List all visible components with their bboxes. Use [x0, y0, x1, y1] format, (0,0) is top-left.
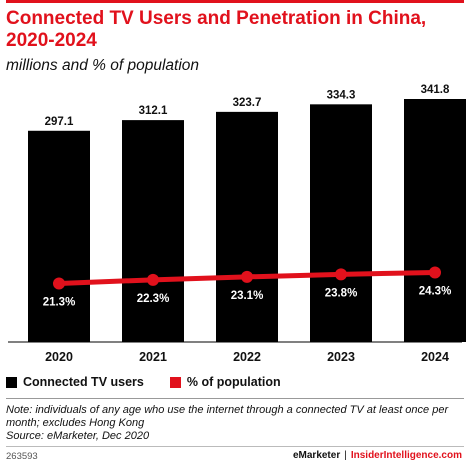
- line-point-2021: [147, 273, 159, 286]
- brand-separator: |: [344, 450, 347, 461]
- line-point-2020: [53, 277, 65, 290]
- top-rule: [6, 0, 464, 3]
- bottom-rule: [6, 446, 464, 447]
- x-tick-2023: 2023: [327, 350, 355, 364]
- legend-swatch-bars: [6, 376, 17, 388]
- bar-2024: [404, 99, 466, 342]
- pct-label-2022: 23.1%: [231, 290, 264, 302]
- line-point-2022: [241, 270, 253, 283]
- pct-label-2021: 22.3%: [137, 293, 170, 305]
- bar-value-label-2023: 334.3: [327, 89, 356, 101]
- bar-2022: [216, 111, 278, 343]
- bar-value-label-2021: 312.1: [139, 105, 168, 117]
- x-tick-2021: 2021: [139, 350, 167, 364]
- footer-brand: eMarketer | InsiderIntelligence.com: [293, 450, 462, 461]
- chart-title: Connected TV Users and Penetration in Ch…: [6, 8, 427, 51]
- x-tick-2022: 2022: [233, 350, 261, 364]
- source-text: Source: eMarketer, Dec 2020: [6, 430, 150, 442]
- legend-swatch-line: [169, 376, 181, 388]
- legend-item-line: % of population: [169, 375, 281, 389]
- bar-value-label-2024: 341.8: [421, 84, 450, 96]
- brand-emarketer[interactable]: eMarketer: [292, 450, 341, 461]
- bars-group: [28, 99, 466, 343]
- chart-id: 263593: [6, 451, 38, 462]
- bar-2023: [310, 104, 372, 342]
- line-point-2023: [335, 268, 347, 281]
- brand-insiderintelligence[interactable]: InsiderIntelligence.com: [350, 450, 462, 461]
- legend-item-bars: Connected TV users: [6, 375, 144, 389]
- x-tick-2020: 2020: [45, 350, 73, 364]
- bar-2020: [28, 130, 90, 342]
- legend-label-line: % of population: [186, 375, 281, 389]
- chart-subtitle: millions and % of population: [6, 57, 200, 74]
- bar-value-label-2020: 297.1: [45, 116, 74, 128]
- bar-2021: [122, 120, 184, 342]
- x-ticks-group: 2020 2021 2022 2023 2024: [45, 350, 449, 364]
- note-text: Note: individuals of any age who use the…: [6, 404, 449, 429]
- divider: [6, 398, 464, 399]
- x-tick-2024: 2024: [421, 350, 449, 364]
- line-group: 21.3% 22.3% 23.1% 23.8% 24.3%: [43, 266, 452, 309]
- pct-label-2023: 23.8%: [325, 287, 358, 299]
- pct-label-2020: 21.3%: [43, 297, 76, 309]
- legend: Connected TV users % of population: [6, 374, 307, 390]
- legend-label-bars: Connected TV users: [23, 375, 144, 389]
- line-point-2024: [429, 266, 441, 279]
- bar-value-label-2022: 323.7: [233, 97, 262, 109]
- pct-label-2024: 24.3%: [419, 286, 452, 298]
- footnote: Note: individuals of any age who use the…: [6, 404, 464, 443]
- bar-labels-group: 297.1 312.1 323.7 334.3 341.8: [45, 84, 450, 128]
